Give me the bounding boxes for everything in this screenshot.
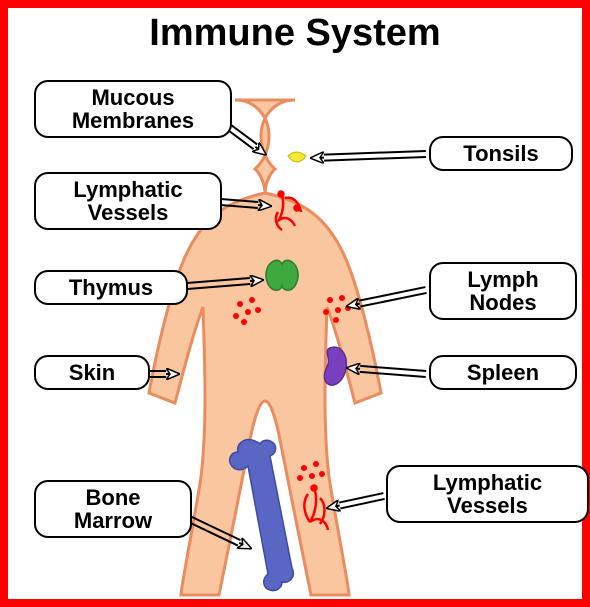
diagram-frame: Immune System [0, 0, 590, 607]
label-thymus: Thymus [34, 270, 188, 305]
thymus-icon [266, 260, 298, 290]
label-lymphatic-lower: LymphaticVessels [386, 465, 589, 523]
label-mucous-membranes: MucousMembranes [34, 80, 232, 138]
tonsils-icon [288, 152, 306, 162]
label-tonsils: Tonsils [429, 136, 573, 171]
label-lymphatic-upper: LymphaticVessels [34, 172, 222, 230]
label-bone-marrow: BoneMarrow [34, 480, 192, 538]
label-spleen: Spleen [429, 355, 577, 390]
label-lymph-nodes: LymphNodes [429, 262, 577, 320]
label-skin: Skin [34, 355, 150, 390]
spleen-icon [324, 347, 346, 385]
